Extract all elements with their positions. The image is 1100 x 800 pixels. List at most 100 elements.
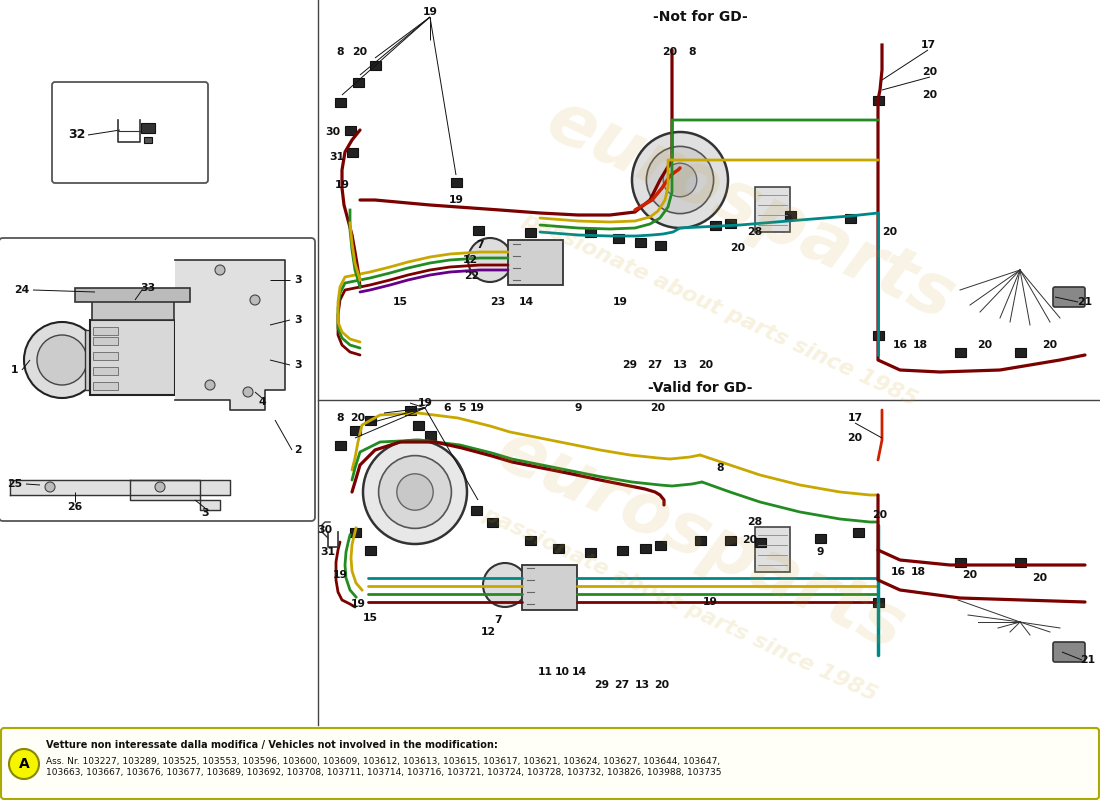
Text: 29: 29 [594, 680, 609, 690]
Bar [334, 98, 345, 106]
Bar [405, 406, 416, 414]
Text: 31: 31 [320, 547, 336, 557]
Text: 15: 15 [363, 613, 377, 623]
Bar [94, 352, 118, 360]
Bar [584, 227, 595, 237]
Bar [872, 330, 883, 339]
Text: 19: 19 [703, 597, 717, 607]
Text: 23: 23 [491, 297, 506, 307]
Bar [710, 221, 720, 230]
Text: 3: 3 [294, 275, 301, 285]
Text: eurosparts: eurosparts [485, 415, 915, 665]
Text: 14: 14 [571, 667, 586, 677]
Circle shape [483, 563, 527, 607]
Bar [350, 527, 361, 537]
Text: 20: 20 [730, 243, 746, 253]
Bar [872, 598, 883, 606]
Text: passionate about parts since 1985: passionate about parts since 1985 [519, 210, 921, 410]
Bar [508, 240, 563, 285]
Text: 33: 33 [141, 283, 155, 293]
Text: 17: 17 [847, 413, 862, 423]
Bar [364, 415, 375, 425]
Text: 31: 31 [329, 152, 344, 162]
Circle shape [155, 482, 165, 492]
Circle shape [363, 440, 468, 544]
Circle shape [647, 146, 714, 214]
FancyBboxPatch shape [1, 728, 1099, 799]
Bar [1014, 347, 1025, 357]
Text: 20: 20 [742, 535, 758, 545]
Bar [755, 187, 790, 232]
Text: 28: 28 [747, 517, 762, 527]
Bar [94, 327, 118, 335]
Text: 19: 19 [418, 398, 432, 408]
Text: 13: 13 [635, 680, 650, 690]
Bar [654, 541, 666, 550]
Text: 15: 15 [393, 297, 407, 307]
Text: 16: 16 [892, 340, 907, 350]
Bar [616, 546, 627, 554]
Text: A: A [19, 757, 30, 771]
Text: 24: 24 [14, 285, 30, 295]
FancyBboxPatch shape [0, 238, 315, 521]
Circle shape [397, 474, 433, 510]
Circle shape [243, 387, 253, 397]
Text: eurosparts: eurosparts [535, 86, 965, 334]
Bar [334, 441, 345, 450]
Circle shape [205, 380, 214, 390]
Bar [352, 78, 363, 86]
Bar [350, 426, 361, 434]
Text: Vetture non interessate dalla modifica / Vehicles not involved in the modificati: Vetture non interessate dalla modifica /… [46, 740, 498, 750]
Bar [639, 543, 650, 553]
Bar [955, 558, 966, 566]
Text: 30: 30 [318, 525, 332, 535]
Text: 9: 9 [574, 403, 582, 413]
Text: 29: 29 [623, 360, 638, 370]
Bar [473, 226, 484, 234]
Text: 20: 20 [978, 340, 992, 350]
Text: 11: 11 [538, 667, 552, 677]
Bar [486, 518, 497, 526]
Polygon shape [130, 480, 220, 510]
Text: 20: 20 [962, 570, 978, 580]
Bar [94, 367, 118, 375]
Text: 20: 20 [923, 67, 937, 77]
Text: 20: 20 [1043, 340, 1057, 350]
Text: 4: 4 [258, 397, 266, 407]
Circle shape [214, 265, 225, 275]
Text: 20: 20 [1033, 573, 1047, 583]
Circle shape [378, 455, 451, 528]
Bar [412, 421, 424, 430]
Bar [1014, 558, 1025, 566]
Text: 1: 1 [11, 365, 19, 375]
Bar [694, 535, 705, 545]
Circle shape [468, 238, 512, 282]
Text: 20: 20 [698, 360, 714, 370]
Text: 3: 3 [294, 360, 301, 370]
Text: 19: 19 [351, 599, 365, 609]
Text: 21: 21 [1080, 655, 1096, 665]
Text: 3: 3 [201, 508, 209, 518]
Bar [85, 330, 94, 390]
Bar [584, 547, 595, 557]
Bar [755, 538, 766, 546]
Bar [346, 147, 358, 157]
Bar [94, 337, 118, 345]
Bar [344, 126, 355, 134]
Text: 20: 20 [650, 403, 666, 413]
Text: 16: 16 [890, 567, 905, 577]
FancyBboxPatch shape [1053, 287, 1085, 307]
Bar [75, 288, 190, 302]
Text: 8: 8 [716, 463, 724, 473]
Text: 21: 21 [1077, 297, 1092, 307]
Text: 6: 6 [443, 403, 451, 413]
Text: 32: 32 [68, 129, 86, 142]
Text: 27: 27 [615, 680, 629, 690]
Bar [613, 234, 624, 242]
Text: 3: 3 [294, 315, 301, 325]
Bar [522, 565, 578, 610]
Text: 13: 13 [672, 360, 688, 370]
FancyBboxPatch shape [52, 82, 208, 183]
Text: 7: 7 [494, 615, 502, 625]
Text: 12: 12 [462, 255, 477, 265]
